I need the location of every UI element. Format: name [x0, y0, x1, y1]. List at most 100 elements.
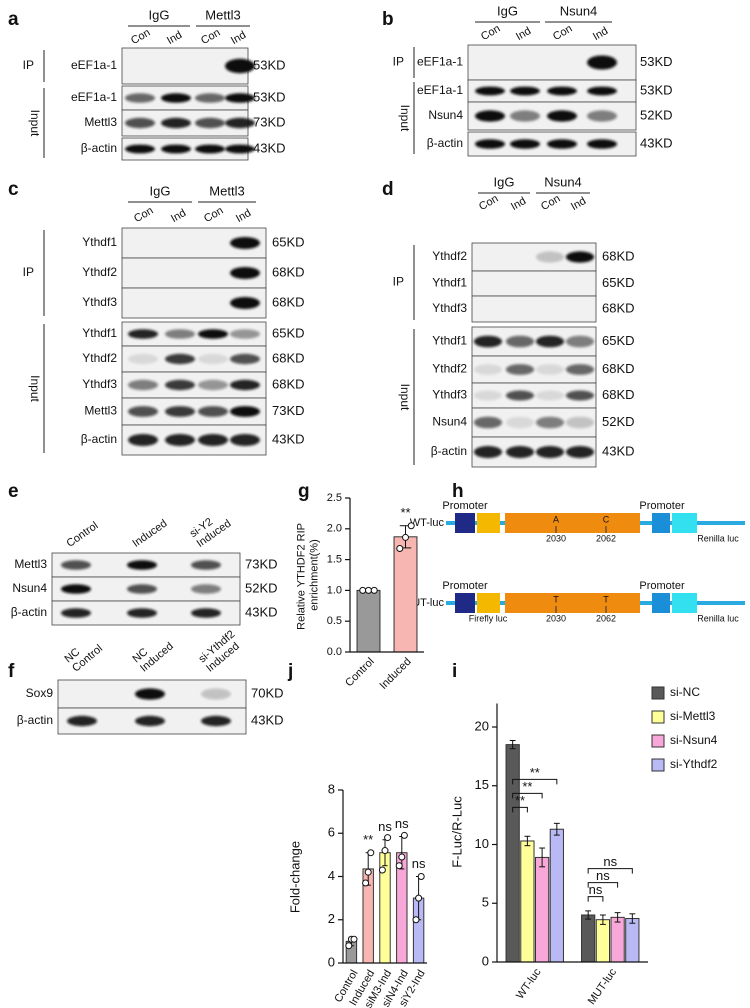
blot-band: [230, 267, 260, 279]
y-axis-label: Relative YTHDF2 RIP enrichment(%): [295, 520, 320, 630]
lane-label: Con: [539, 193, 562, 213]
row-label: Ythdf1: [82, 235, 117, 249]
x-tick-label: Induced: [378, 656, 414, 692]
size-label: 65KD: [272, 234, 305, 249]
size-label: 70KD: [251, 685, 284, 700]
lane-label: Con: [202, 205, 225, 225]
base-label: A: [553, 514, 559, 524]
blot-band: [505, 390, 535, 401]
blot-band: [125, 117, 155, 129]
size-label: 52KD: [640, 107, 673, 122]
row-label: Mettl3: [84, 115, 117, 129]
row-label: β-actin: [81, 432, 117, 446]
lane-label: Ind: [234, 207, 253, 225]
y-axis-label: Fold-change: [287, 841, 302, 913]
blot-band: [510, 110, 540, 122]
vector-block: [672, 593, 697, 613]
size-label: 43KD: [251, 712, 284, 727]
blot-band: [225, 93, 255, 103]
y-tick-label: 0.5: [327, 615, 342, 627]
y-tick-label: 2.5: [327, 492, 342, 504]
blot-band: [165, 329, 195, 339]
position-label: 2062: [596, 613, 616, 623]
row-label: Ythdf3: [432, 388, 467, 402]
data-point: [365, 586, 372, 594]
row-label: Ythdf3: [82, 295, 117, 309]
significance-label: ns: [412, 856, 426, 871]
blot-band: [473, 364, 503, 375]
size-label: 53KD: [253, 57, 286, 72]
blot-band: [128, 329, 158, 339]
row-label: Ythdf2: [82, 265, 117, 279]
bar: [581, 914, 596, 963]
blot-band: [565, 416, 595, 429]
firefly-label: Firefly luc: [469, 613, 508, 623]
promoter-label: Promoter: [639, 580, 685, 592]
section-label: IP: [393, 55, 404, 69]
blot-band: [587, 110, 617, 122]
size-label: 43KD: [640, 135, 673, 150]
size-label: 73KD: [245, 556, 278, 571]
blot-band: [61, 584, 91, 594]
blot-band: [165, 353, 195, 365]
blot-band: [201, 715, 231, 727]
row-label: eEF1a-1: [417, 83, 463, 97]
size-label: 68KD: [272, 264, 305, 279]
significance-label: ns: [603, 854, 617, 869]
y-tick-label: 5: [482, 895, 489, 910]
significance-label: ns: [378, 819, 392, 834]
lane-label: Con: [199, 27, 222, 47]
significance-label: **: [515, 793, 525, 808]
base-label: T: [553, 594, 559, 604]
y-tick-label: 20: [475, 718, 489, 733]
lane-label: Con: [551, 23, 574, 43]
significance-bracket: [512, 792, 543, 799]
data-point: [345, 942, 353, 950]
panel-letter: f: [8, 661, 15, 682]
blot-band: [535, 251, 565, 263]
y-axis-label: F-Luc/R-Luc: [449, 796, 464, 868]
blot-band: [565, 335, 595, 348]
row-label: eEF1a-1: [71, 90, 117, 104]
blot-band: [61, 560, 91, 570]
blot-band: [230, 379, 260, 391]
significance-bracket: [587, 896, 604, 902]
blot-band: [127, 608, 157, 618]
blot-band: [125, 93, 155, 103]
data-point: [362, 879, 370, 887]
significance-label: **: [530, 765, 540, 780]
row-label: Ythdf3: [432, 301, 467, 315]
size-label: 53KD: [640, 54, 673, 69]
legend-label: si-NC: [670, 685, 700, 699]
row-label: Ythdf1: [432, 276, 467, 290]
size-label: 68KD: [272, 294, 305, 309]
blot-band: [510, 86, 540, 96]
size-label: 65KD: [602, 275, 635, 290]
blot-band: [165, 379, 195, 391]
y-tick-label: 15: [475, 777, 489, 792]
blot-band: [587, 139, 617, 149]
blot-band: [161, 93, 191, 103]
legend-label: si-Nsun4: [670, 733, 718, 747]
lane-label: Ind: [169, 207, 188, 225]
blot-band: [505, 364, 535, 375]
blot-band: [67, 715, 97, 727]
blot-band: [128, 353, 158, 365]
row-label: Nsun4: [432, 415, 467, 429]
bar: [534, 856, 550, 963]
row-label: eEF1a-1: [417, 55, 463, 69]
data-point: [417, 873, 425, 880]
blot-band: [230, 237, 260, 249]
section-label: Input: [28, 375, 42, 402]
blot-band: [165, 406, 195, 417]
data-point: [370, 586, 378, 594]
size-label: 53KD: [640, 82, 673, 97]
section-label: Input: [28, 110, 42, 137]
promoter-label: Promoter: [442, 580, 488, 592]
significance-label: ns: [589, 882, 603, 897]
blot-band: [565, 251, 595, 263]
row-label: β-actin: [431, 444, 467, 458]
blot-band: [505, 416, 535, 429]
data-point: [415, 894, 423, 902]
